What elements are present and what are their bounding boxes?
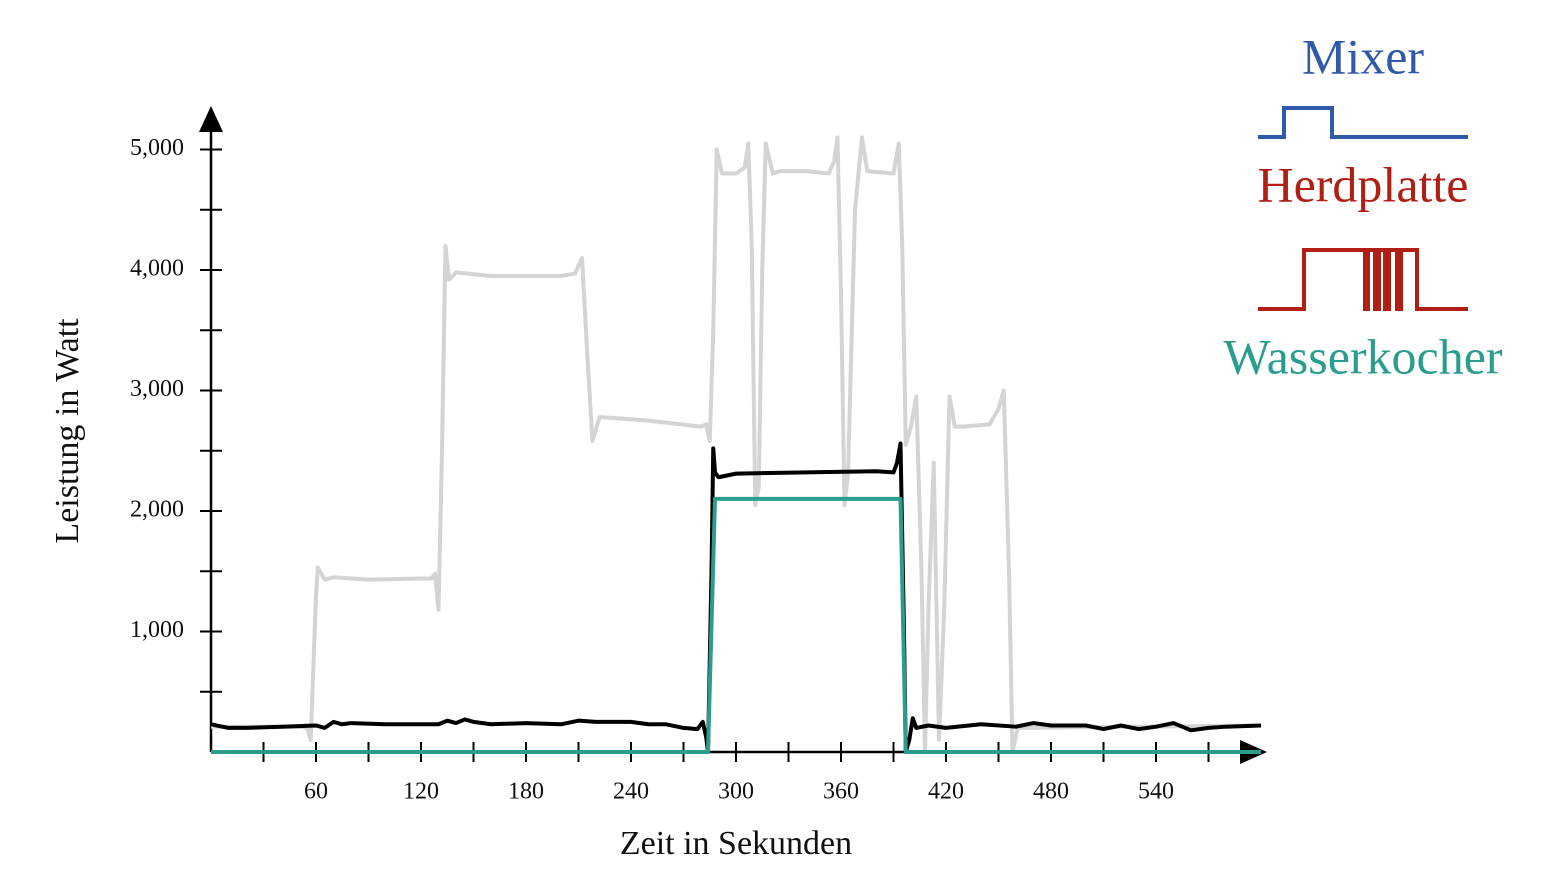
x-axis-label: Zeit in Sekunden (620, 825, 852, 862)
x-tick-label: 360 (823, 779, 859, 805)
y-axis-arrow (199, 106, 223, 132)
y-tick-label: 4,000 (130, 255, 184, 281)
x-tick-label: 480 (1033, 779, 1069, 805)
x-tick-label: 300 (718, 779, 754, 805)
x-tick-label: 120 (403, 779, 439, 805)
y-tick-label: 2,000 (130, 496, 184, 522)
legend-icon (1258, 248, 1468, 311)
x-tick-label: 240 (613, 779, 649, 805)
legend-label: Mixer (1302, 28, 1425, 84)
data-line (210, 441, 1262, 754)
data-line (211, 135, 1262, 754)
y-axis-label: Leistung in Watt (49, 318, 86, 544)
legend: Mixer Herdplatte Wasserkocher (1223, 28, 1503, 384)
y-tick-label: 1,000 (130, 617, 184, 643)
legend-icon (1258, 106, 1468, 139)
x-tick-label: 180 (508, 779, 544, 805)
data-line (211, 496, 1261, 754)
legend-label: Wasserkocher (1223, 328, 1503, 384)
y-tick-label: 5,000 (130, 135, 184, 161)
x-tick-label: 540 (1138, 779, 1174, 805)
y-tick-label: 3,000 (130, 376, 184, 402)
x-tick-label: 60 (304, 779, 328, 805)
legend-label: Herdplatte (1257, 156, 1468, 212)
x-tick-label: 420 (928, 779, 964, 805)
